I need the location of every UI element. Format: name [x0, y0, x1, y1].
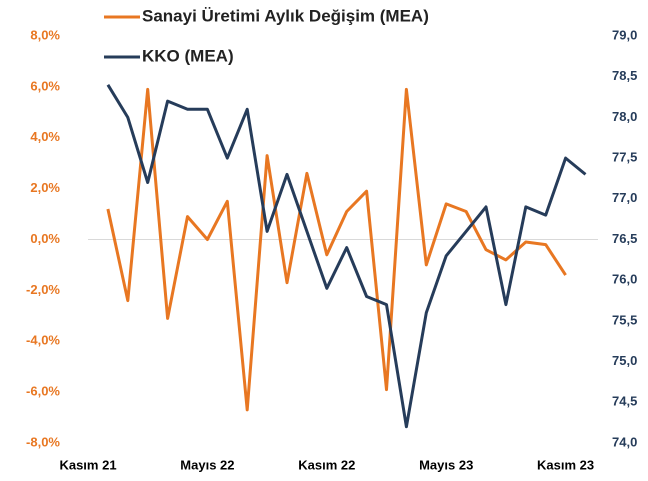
y-tick-label: 2,0% — [30, 180, 60, 195]
series-line — [106, 84, 587, 429]
y2-tick-label: 74,5 — [612, 394, 637, 409]
y-tick-label: 8,0% — [30, 27, 60, 42]
y-tick-label: -8,0% — [26, 434, 60, 449]
x-tick-label: Kasım 22 — [298, 457, 355, 472]
y2-tick-label: 76,0 — [612, 272, 637, 287]
x-tick-label: Mayıs 22 — [180, 457, 234, 472]
y2-tick-label: 77,5 — [612, 150, 637, 165]
y-tick-label: -4,0% — [26, 333, 60, 348]
x-tick-label: Kasım 23 — [537, 457, 594, 472]
y2-tick-label: 78,5 — [612, 68, 637, 83]
x-tick-label: Kasım 21 — [59, 457, 116, 472]
y2-tick-label: 76,5 — [612, 231, 637, 246]
y2-tick-label: 78,0 — [612, 109, 637, 124]
y-tick-label: 6,0% — [30, 78, 60, 93]
y-tick-label: -2,0% — [26, 282, 60, 297]
y2-tick-label: 77,0 — [612, 190, 637, 205]
y2-tick-label: 74,0 — [612, 434, 637, 449]
y2-tick-label: 75,5 — [612, 312, 637, 327]
series-line — [106, 87, 567, 412]
legend-label: Sanayi Üretimi Aylık Değişim (MEA) — [142, 6, 429, 25]
y2-tick-label: 75,0 — [612, 353, 637, 368]
y-tick-label: 4,0% — [30, 129, 60, 144]
y2-tick-label: 79,0 — [612, 27, 637, 42]
y-tick-label: -6,0% — [26, 384, 60, 399]
x-tick-label: Mayıs 23 — [419, 457, 473, 472]
legend-label: KKO (MEA) — [142, 46, 234, 65]
y-tick-label: 0,0% — [30, 231, 60, 246]
